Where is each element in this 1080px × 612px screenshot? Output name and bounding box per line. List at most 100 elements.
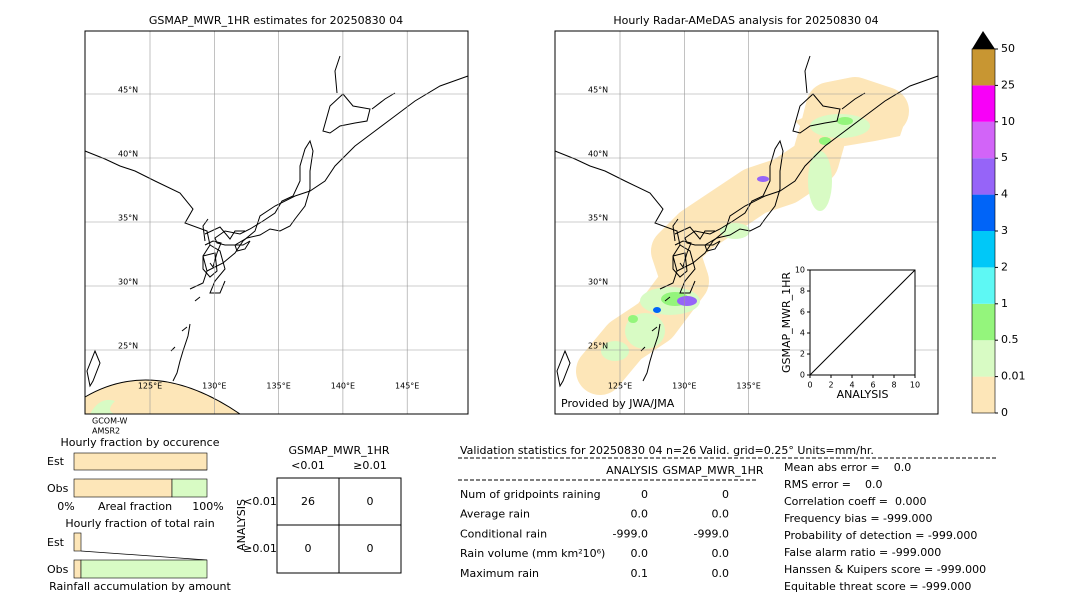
map-background <box>85 31 468 414</box>
analysis-value: 0 <box>641 488 648 501</box>
score: Hanssen & Kuipers score = -999.000 <box>784 563 986 576</box>
x-tick-label: 6 <box>870 381 875 390</box>
score: RMS error = 0.0 <box>784 478 882 491</box>
validation-stats: Validation statistics for 20250830 04 n=… <box>458 444 996 593</box>
validation-header: Validation statistics for 20250830 04 n=… <box>460 444 874 457</box>
lat-label: 45°N <box>118 86 138 95</box>
panel-title: Hourly fraction by occurence <box>61 436 220 449</box>
y-tick-label: 8 <box>800 287 805 296</box>
colorbar-segment <box>972 194 995 231</box>
colorbar: 0 0.01 0.5 1 2 3 4 5 10 25 50 <box>971 31 1026 419</box>
column-header: GSMAP_MWR_1HR <box>662 464 763 477</box>
obs-bar <box>73 478 173 498</box>
lat-label: 30°N <box>118 278 138 287</box>
col-header: <0.01 <box>291 459 325 472</box>
lat-label: 30°N <box>588 278 608 287</box>
inset-scatter: 0 2 4 6 8 10 0 2 4 6 8 10 ANALYSIS GSMAP_MWR_1HR <box>780 266 920 402</box>
colorbar-label: 5 <box>1001 151 1008 164</box>
col-header: ≥0.01 <box>353 459 387 472</box>
y-tick-label: 6 <box>800 308 805 317</box>
x-tick-label: 8 <box>891 381 896 390</box>
lat-label: 25°N <box>588 342 608 351</box>
row-label: Average rain <box>460 508 530 521</box>
analysis-value: 0.1 <box>631 567 649 580</box>
score: Probability of detection = -999.000 <box>784 529 977 542</box>
lon-label: 130°E <box>202 382 226 391</box>
bar-line <box>80 550 208 561</box>
x-tick-label: 10 <box>910 381 920 390</box>
rain-patch <box>90 399 115 414</box>
cell-value: 26 <box>301 495 315 508</box>
row-label: Num of gridpoints raining <box>460 488 601 501</box>
lon-label: 130°E <box>672 382 696 391</box>
colorbar-label: 25 <box>1001 78 1015 91</box>
map-frame <box>554 30 939 415</box>
colorbar-segment <box>972 303 995 341</box>
right-map-title: Hourly Radar-AMeDAS analysis for 2025083… <box>613 14 878 27</box>
cell-value: 0 <box>367 542 374 555</box>
score: Equitable threat score = -999.000 <box>784 580 971 593</box>
lon-label: 135°E <box>266 382 290 391</box>
analysis-value: 0.0 <box>631 547 649 560</box>
colorbar-label: 4 <box>1001 188 1008 201</box>
obs-bar <box>73 559 82 579</box>
estimate-value: 0 <box>722 488 729 501</box>
colorbar-segment <box>972 121 995 159</box>
y-tick-label: 4 <box>800 329 805 338</box>
colorbar-label: 0.01 <box>1001 370 1026 383</box>
colorbar-segment <box>972 267 995 304</box>
axis-label: 100% <box>192 500 223 513</box>
colorbar-segment <box>972 376 995 413</box>
row-label: Obs <box>47 482 69 495</box>
row-label: Rain volume (mm km²10⁶) <box>460 547 605 560</box>
colorbar-segment <box>972 231 995 268</box>
score: False alarm ratio = -999.000 <box>784 546 941 559</box>
left-map: 45°N 40°N 35°N 30°N 25°N 125°E 130°E 135°E 140°E… <box>84 30 469 415</box>
x-tick-label: 2 <box>828 381 833 390</box>
colorbar-label: 10 <box>1001 115 1015 128</box>
rain-patch <box>677 296 697 306</box>
map-frame <box>84 30 469 415</box>
row-label: Est <box>47 455 65 468</box>
lat-label: 35°N <box>588 214 608 223</box>
colorbar-extension <box>972 31 995 49</box>
row-label: Obs <box>47 563 69 576</box>
cell-value: 0 <box>305 542 312 555</box>
est-bar <box>73 532 82 552</box>
lat-label: 25°N <box>118 342 138 351</box>
axis-label: 0% <box>57 500 74 513</box>
obs-bar <box>80 559 208 579</box>
estimate-value: 0.0 <box>712 567 730 580</box>
lon-label: 135°E <box>736 382 760 391</box>
cell-value: 0 <box>367 495 374 508</box>
lon-label: 140°E <box>331 382 355 391</box>
estimate-value: 0.0 <box>712 547 730 560</box>
analysis-value: 0.0 <box>631 508 649 521</box>
lat-label: 45°N <box>588 86 608 95</box>
x-axis-label: ANALYSIS <box>837 388 889 401</box>
rain-patch <box>653 307 661 313</box>
row-header: ≥0.01 <box>243 542 277 555</box>
row-axis-label: ANALYSIS <box>235 499 248 551</box>
score: Frequency bias = -999.000 <box>784 512 933 525</box>
estimate-value: -999.0 <box>694 527 729 540</box>
colorbar-segment <box>972 85 995 122</box>
panel-title: Hourly fraction of total rain <box>65 517 214 530</box>
axis-label: Areal fraction <box>98 500 172 513</box>
score: Correlation coeff = 0.000 <box>784 495 926 508</box>
rain-patch <box>757 176 769 182</box>
credit: Provided by JWA/JMA <box>561 397 675 410</box>
contingency-table: GSMAP_MWR_1HR ANALYSIS <0.01 ≥0.01 <0.01 ≥0… <box>235 444 402 574</box>
colorbar-label: 3 <box>1001 224 1008 237</box>
row-label: Conditional rain <box>460 527 547 540</box>
colorbar-label: 0.5 <box>1001 333 1019 346</box>
y-tick-label: 0 <box>800 371 805 380</box>
left-map-title: GSMAP_MWR_1HR estimates for 20250830 04 <box>149 14 403 27</box>
row-header: <0.01 <box>243 495 277 508</box>
satellite-label: AMSR2 <box>92 427 120 436</box>
x-tick-label: 4 <box>849 381 854 390</box>
colorbar-segment <box>972 49 995 86</box>
axis-label: Rainfall accumulation by amount <box>49 580 231 593</box>
x-tick-label: 0 <box>807 381 812 390</box>
